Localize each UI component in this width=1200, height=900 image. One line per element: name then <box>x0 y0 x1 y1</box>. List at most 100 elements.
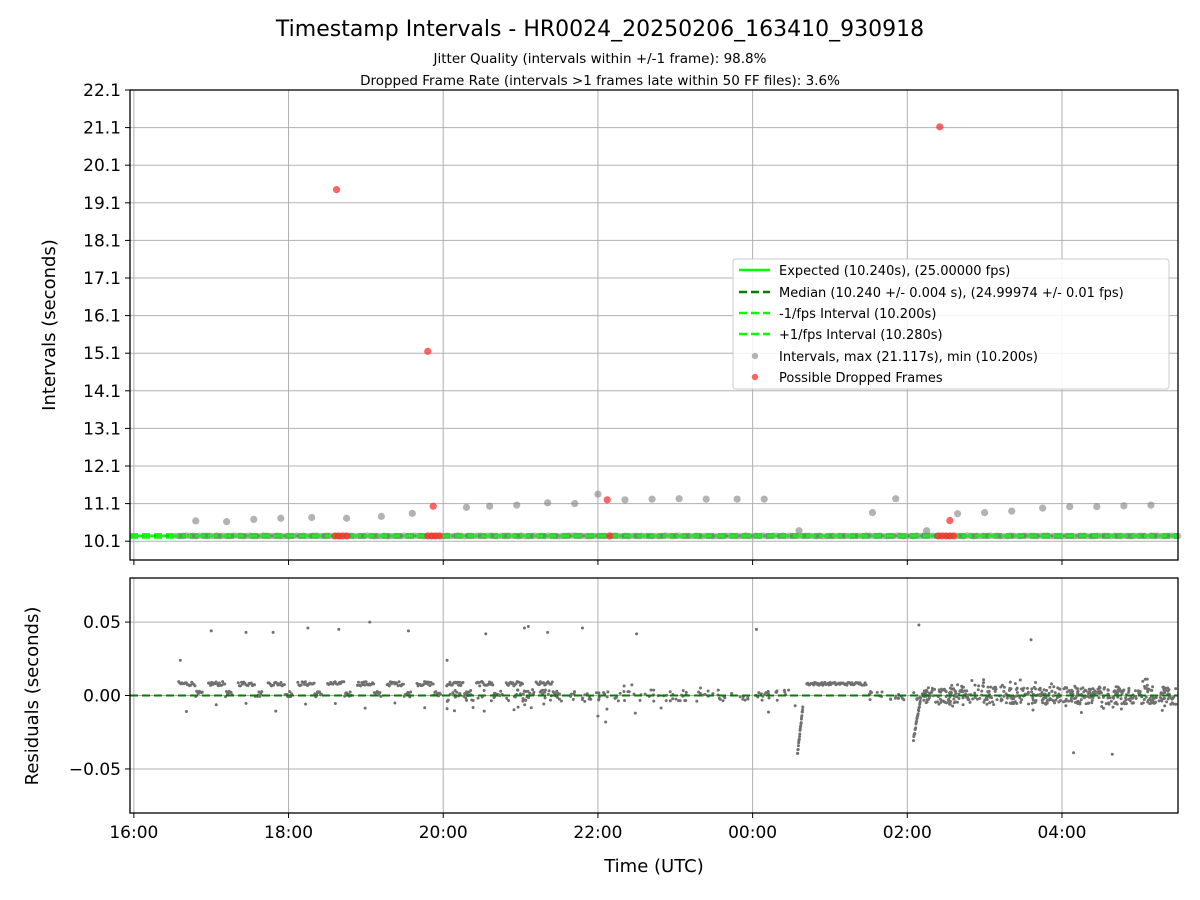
residual-point <box>1119 707 1123 711</box>
residual-point <box>547 689 551 693</box>
residual-point <box>397 680 401 684</box>
residual-point <box>1108 696 1112 700</box>
residual-point <box>282 683 286 687</box>
residual-point <box>543 688 547 692</box>
residual-point <box>695 699 699 703</box>
residual-point <box>486 682 490 686</box>
residual-point <box>796 747 800 751</box>
residual-point <box>643 692 647 696</box>
chart-title: Timestamp Intervals - HR0024_20250206_16… <box>275 17 924 42</box>
residual-point <box>1057 700 1061 704</box>
residual-point <box>875 690 879 694</box>
residual-point <box>200 690 204 694</box>
residual-point <box>1119 697 1123 701</box>
residual-point <box>1020 698 1024 702</box>
residual-point <box>1150 688 1154 692</box>
residuals-x-ticks: 16:00 18:00 20:00 22:00 00:00 02:00 04:00 <box>109 813 1086 843</box>
residuals-y-axis-label: Residuals (seconds) <box>22 607 43 786</box>
residual-point <box>618 691 622 695</box>
residual-point <box>1166 697 1170 701</box>
intervals-y-tick-label-11: 21.1 <box>83 119 121 139</box>
residual-point <box>985 702 989 706</box>
residual-point <box>614 696 618 700</box>
residual-point <box>1011 696 1015 700</box>
residual-point <box>1118 689 1122 693</box>
residual-point <box>955 695 959 699</box>
residual-point <box>244 701 248 705</box>
legend-minus-fps-label: -1/fps Interval (10.200s) <box>779 307 936 322</box>
residual-point <box>967 698 971 702</box>
residual-point <box>950 683 954 687</box>
residual-point <box>387 684 391 688</box>
residual-point <box>796 751 800 755</box>
intervals-y-ticks: 10.1 11.1 12.1 13.1 14.1 15.1 16.1 17.1 18.1 19.1… <box>83 81 130 552</box>
residual-point <box>915 697 919 701</box>
residual-point <box>761 694 765 698</box>
legend-median-label: Median (10.240 +/- 0.004 s), (24.99974 +… <box>779 286 1124 301</box>
residual-point <box>1100 700 1104 704</box>
residual-point <box>914 726 918 730</box>
residual-point <box>548 698 552 702</box>
residual-point <box>1050 682 1054 686</box>
residual-point <box>977 684 981 688</box>
dropped-frame-point-2 <box>429 502 437 510</box>
residual-point <box>434 690 438 694</box>
residual-point <box>798 734 802 738</box>
residual-point <box>1052 685 1056 689</box>
residual-point <box>948 700 952 704</box>
residual-point <box>987 689 991 693</box>
legend: Expected (10.240s), (25.00000 fps) Media… <box>732 258 1170 390</box>
residual-point <box>448 680 452 684</box>
residual-point <box>1042 696 1046 700</box>
residual-point <box>880 690 884 694</box>
residual-point <box>583 693 587 697</box>
residual-point <box>671 697 675 701</box>
residual-point <box>961 703 965 707</box>
residual-point <box>949 692 953 696</box>
residual-point <box>1137 691 1141 695</box>
residual-point <box>741 697 745 701</box>
residual-point <box>990 696 994 700</box>
residual-point <box>955 700 959 704</box>
x-axis-label: Time (UTC) <box>603 856 704 877</box>
residual-point <box>259 692 263 696</box>
residual-point <box>924 701 928 705</box>
residual-point <box>917 709 921 713</box>
residual-point <box>911 739 915 743</box>
residual-point <box>800 714 804 718</box>
residual-point <box>743 698 747 702</box>
residual-point <box>1031 708 1035 712</box>
residual-point <box>1064 699 1068 703</box>
residual-point <box>299 683 303 687</box>
residual-point <box>1160 708 1164 712</box>
intervals-y-tick-label-6: 16.1 <box>83 307 121 327</box>
residual-point <box>288 690 292 694</box>
residual-point <box>458 692 462 696</box>
legend-dropped-swatch <box>751 373 759 381</box>
residual-point <box>868 698 872 702</box>
residual-point <box>1064 704 1068 708</box>
intervals-y-tick-label-0: 10.1 <box>83 532 121 552</box>
residual-point <box>1022 686 1026 690</box>
residual-point <box>952 697 956 701</box>
residual-point <box>990 700 994 704</box>
chart-subtitle-dropped: Dropped Frame Rate (intervals >1 frames … <box>360 73 840 89</box>
residual-point <box>1133 689 1137 693</box>
residual-point <box>606 690 610 694</box>
residual-point <box>253 683 257 687</box>
x-tick-label-3: 22:00 <box>573 823 622 843</box>
residual-point <box>214 703 218 707</box>
residual-point <box>738 695 742 699</box>
residual-point <box>968 700 972 704</box>
residual-point <box>491 683 495 687</box>
residual-point <box>845 683 849 687</box>
residual-point <box>1069 696 1073 700</box>
residual-point <box>506 683 510 687</box>
residual-point <box>622 689 626 693</box>
dropped-frame-point-5 <box>946 516 954 525</box>
interval-point-elevated-29 <box>1093 503 1101 511</box>
residual-point <box>1107 702 1111 706</box>
intervals-x-ticks <box>133 560 1063 565</box>
interval-point-elevated-22 <box>892 495 900 503</box>
residual-point <box>249 681 253 685</box>
